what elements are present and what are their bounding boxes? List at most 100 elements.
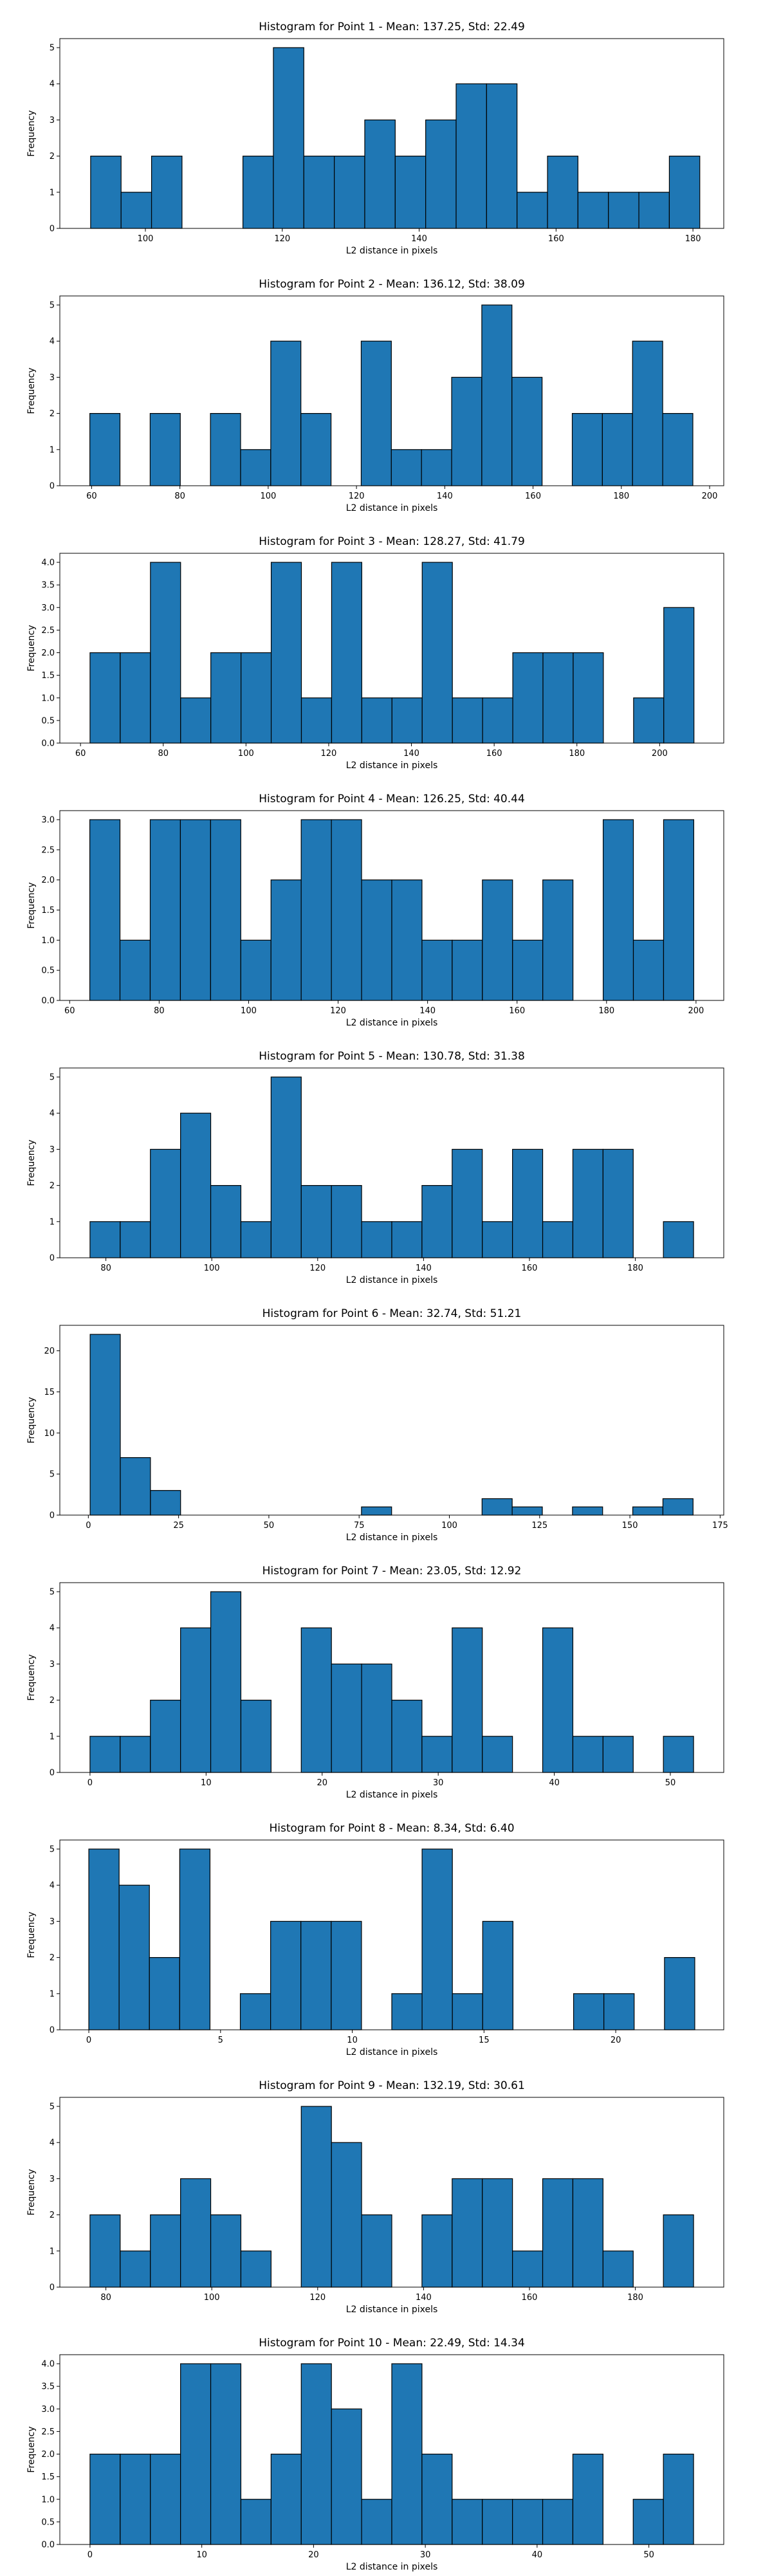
y-tick-label: 3 — [50, 1917, 55, 1927]
histogram-bar — [240, 449, 271, 486]
x-axis-label: L2 distance in pixels — [346, 1275, 438, 1285]
y-tick-label: 1 — [50, 1217, 55, 1227]
histogram-bar — [481, 304, 513, 486]
y-axis-label: Frequency — [26, 625, 37, 671]
y-axis-label: Frequency — [26, 367, 37, 414]
y-axis-label: Frequency — [26, 110, 37, 156]
histogram-chart: Histogram for Point 4 - Mean: 126.25, St… — [26, 793, 724, 1028]
y-tick-label: 4 — [50, 2139, 55, 2148]
histogram-bar — [482, 2178, 513, 2288]
histogram-bar — [571, 413, 603, 486]
histogram-chart: Histogram for Point 9 - Mean: 132.19, St… — [26, 2079, 724, 2315]
histogram-bar — [270, 1920, 302, 2030]
x-tick-label: 75 — [354, 1521, 365, 1531]
histogram-bar — [512, 939, 544, 1001]
histogram-bar — [633, 697, 665, 744]
x-tick-label: 20 — [317, 1778, 327, 1788]
histogram-bar — [89, 1736, 121, 1773]
histogram-bar — [240, 939, 271, 1001]
histogram-bar — [240, 1221, 271, 1258]
axes-frame — [59, 1582, 724, 1773]
histogram-bar — [452, 1148, 483, 1258]
x-tick-label: 180 — [627, 2293, 643, 2303]
y-tick-label: 5 — [50, 1073, 55, 1083]
histogram-bar — [331, 2408, 362, 2545]
histogram-bar — [482, 879, 513, 1001]
histogram-bar — [602, 2250, 634, 2288]
histogram-bar — [331, 819, 362, 1001]
y-tick-label: 2.0 — [41, 876, 55, 885]
histogram-bar — [452, 1993, 483, 2030]
histogram-bar — [482, 1736, 513, 1773]
histogram-bar — [421, 2453, 453, 2545]
histogram-chart: Histogram for Point 6 - Mean: 32.74, Std… — [26, 1307, 728, 1543]
histogram-bar — [210, 1185, 242, 1258]
histogram-bar — [150, 562, 181, 744]
x-tick-label: 15 — [479, 2036, 490, 2045]
histogram-bar — [542, 652, 574, 744]
histogram-bar — [663, 2453, 694, 2545]
histogram-bar — [361, 1221, 392, 1258]
histogram-bar — [150, 2453, 181, 2545]
axes-frame — [59, 1325, 724, 1516]
y-tick-label: 10 — [44, 1429, 55, 1439]
y-tick-label: 3 — [50, 373, 55, 383]
y-tick-label: 5 — [50, 1845, 55, 1855]
histogram-bar — [512, 2499, 544, 2545]
x-tick-label: 60 — [75, 749, 86, 759]
axes-frame — [59, 810, 724, 1001]
histogram-bar — [180, 1112, 212, 1258]
histogram-bar — [89, 2214, 121, 2288]
chart-title: Histogram for Point 1 - Mean: 137.25, St… — [259, 21, 525, 33]
histogram-bar — [120, 1221, 151, 1258]
y-tick-label: 4 — [50, 1881, 55, 1891]
x-tick-label: 120 — [309, 2293, 326, 2303]
x-tick-label: 160 — [525, 492, 541, 501]
histogram-bar — [89, 819, 121, 1001]
histogram-bar — [331, 1920, 362, 2030]
axes-frame — [59, 553, 724, 744]
histogram-bar — [663, 607, 695, 744]
x-tick-label: 120 — [330, 1006, 346, 1016]
histogram-bar — [241, 652, 272, 744]
x-tick-label: 80 — [154, 1006, 165, 1016]
x-tick-label: 10 — [196, 2550, 207, 2560]
x-tick-label: 140 — [403, 749, 419, 759]
x-axis-label: L2 distance in pixels — [346, 1790, 438, 1800]
histogram-panel-8: Histogram for Point 8 - Mean: 8.34, Std:… — [0, 1801, 772, 2059]
y-tick-label: 3.0 — [41, 2405, 55, 2415]
x-tick-label: 20 — [308, 2550, 319, 2560]
y-tick-label: 15 — [44, 1388, 55, 1397]
histogram-bar — [210, 819, 241, 1001]
histogram-bar — [150, 2214, 181, 2288]
x-tick-label: 60 — [64, 1006, 75, 1016]
histogram-bar — [300, 819, 332, 1001]
x-tick-label: 25 — [173, 1521, 184, 1531]
x-tick-label: 150 — [622, 1521, 638, 1531]
y-tick-label: 1.5 — [41, 2472, 55, 2482]
histogram-bar — [120, 192, 152, 229]
y-tick-label: 2 — [50, 1953, 55, 1963]
y-tick-label: 1.5 — [41, 671, 55, 681]
x-tick-label: 60 — [86, 492, 97, 501]
histogram-chart: Histogram for Point 1 - Mean: 137.25, St… — [26, 21, 724, 256]
histogram-bar — [632, 2499, 664, 2545]
x-tick-label: 175 — [712, 1521, 728, 1531]
y-axis-label: Frequency — [26, 1139, 37, 1186]
x-tick-label: 200 — [702, 492, 718, 501]
y-tick-label: 3 — [50, 116, 55, 125]
y-tick-label: 0 — [50, 1511, 55, 1521]
histogram-bar — [632, 340, 663, 486]
histogram-bar — [361, 2214, 392, 2288]
histogram-bar — [361, 879, 392, 1001]
x-tick-label: 0 — [87, 1778, 93, 1788]
histogram-bar — [120, 2453, 151, 2545]
chart-title: Histogram for Point 8 - Mean: 8.34, Std:… — [269, 1822, 514, 1835]
x-tick-label: 180 — [569, 749, 585, 759]
histogram-bar — [662, 413, 694, 486]
x-tick-label: 100 — [238, 749, 254, 759]
y-tick-label: 3.0 — [41, 603, 55, 613]
y-tick-label: 3.0 — [41, 816, 55, 825]
histogram-bar — [180, 2363, 212, 2545]
y-tick-label: 0.0 — [41, 997, 55, 1006]
